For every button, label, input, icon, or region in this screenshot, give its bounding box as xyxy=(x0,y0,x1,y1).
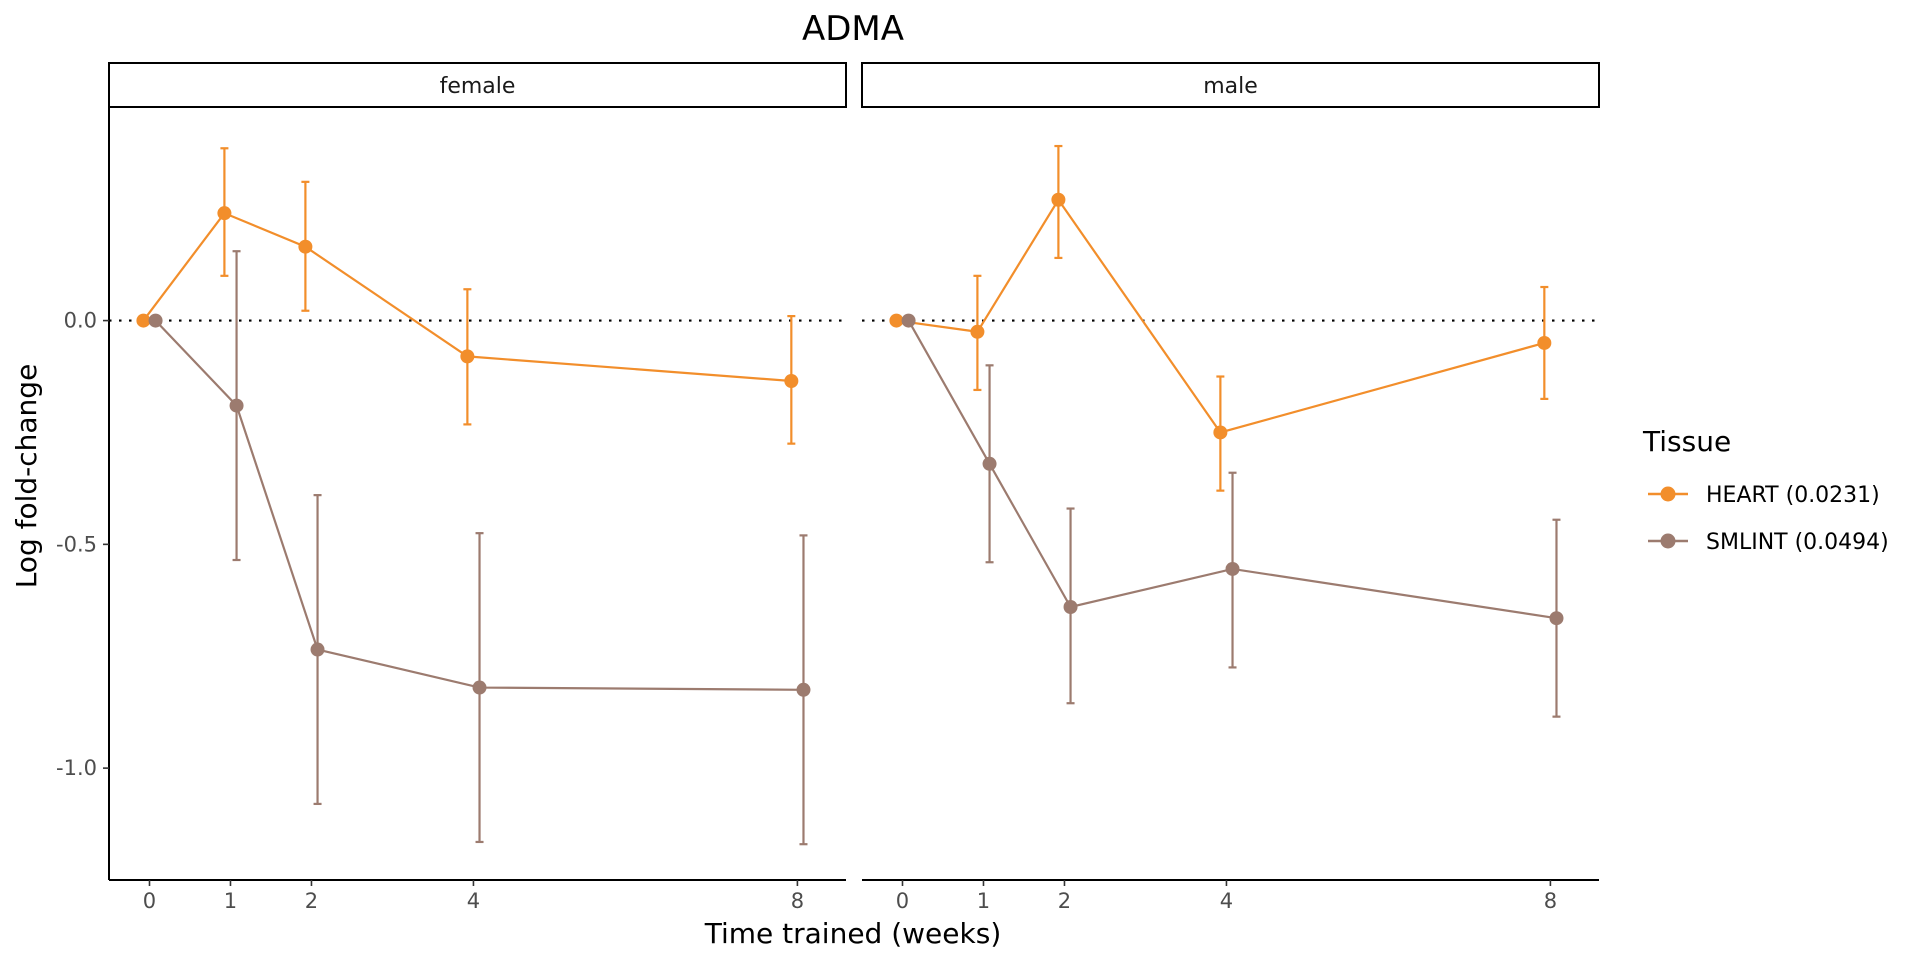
x-tick-label: 4 xyxy=(1220,889,1233,913)
data-point xyxy=(889,313,904,328)
x-axis-label: Time trained (weeks) xyxy=(704,917,1002,950)
data-point xyxy=(148,313,163,328)
x-tick-label: 1 xyxy=(224,889,237,913)
legend-title: Tissue xyxy=(1642,425,1731,458)
x-tick-label: 2 xyxy=(1058,889,1071,913)
legend-key-point xyxy=(1660,486,1676,502)
y-tick-label: -1.0 xyxy=(56,756,97,780)
data-point xyxy=(217,206,232,221)
y-axis-title: Log fold-change xyxy=(10,364,43,589)
series-heart xyxy=(136,147,799,445)
data-point xyxy=(310,642,325,657)
data-point xyxy=(784,373,799,388)
series-heart xyxy=(889,144,1552,492)
facet-panel-female: female 0.0 -0.5 -1.0 0 1 2 4 8 xyxy=(56,62,847,913)
data-point xyxy=(136,313,151,328)
data-point xyxy=(1051,192,1066,207)
facet-strip xyxy=(861,62,1600,108)
x-axis-title: Time trained (weeks) xyxy=(704,917,1002,950)
facet-strip-label: female xyxy=(440,74,516,99)
y-tick-label: -0.5 xyxy=(56,532,97,556)
data-point xyxy=(1549,611,1564,626)
x-tick-label: 0 xyxy=(143,889,156,913)
x-tick-label: 0 xyxy=(896,889,909,913)
y-axis-label: Log fold-change xyxy=(10,364,43,589)
x-tick-label: 4 xyxy=(467,889,480,913)
data-point xyxy=(901,313,916,328)
facet-strip xyxy=(108,62,847,108)
data-point xyxy=(298,239,313,254)
facets-layer: female 0.0 -0.5 -1.0 0 1 2 4 8 male 0 1 2 4 8 xyxy=(56,62,1600,913)
data-point xyxy=(229,398,244,413)
legend-entry-label: HEART (0.0231) xyxy=(1706,483,1880,508)
data-point xyxy=(472,680,487,695)
facet-strip-label: male xyxy=(1203,74,1258,99)
x-tick-label: 8 xyxy=(1544,889,1557,913)
y-tick-label: 0.0 xyxy=(64,309,97,333)
data-point xyxy=(1225,561,1240,576)
data-point xyxy=(1063,600,1078,615)
chart-title: ADMA xyxy=(802,9,904,49)
data-point xyxy=(1537,335,1552,350)
series-smlint xyxy=(148,250,811,846)
data-point xyxy=(982,456,997,471)
facet-panel-male: male 0 1 2 4 8 xyxy=(861,62,1600,913)
data-point xyxy=(970,324,985,339)
legend-entry-label: SMLINT (0.0494) xyxy=(1706,530,1889,555)
x-tick-label: 8 xyxy=(791,889,804,913)
data-point xyxy=(460,349,475,364)
x-tick-label: 1 xyxy=(977,889,990,913)
legend-key-point xyxy=(1660,533,1676,549)
data-point xyxy=(1213,425,1228,440)
series-smlint xyxy=(901,313,1564,718)
legend: Tissue HEART (0.0231) SMLINT (0.0494) xyxy=(1642,425,1889,555)
data-point xyxy=(796,682,811,697)
x-tick-label: 2 xyxy=(305,889,318,913)
